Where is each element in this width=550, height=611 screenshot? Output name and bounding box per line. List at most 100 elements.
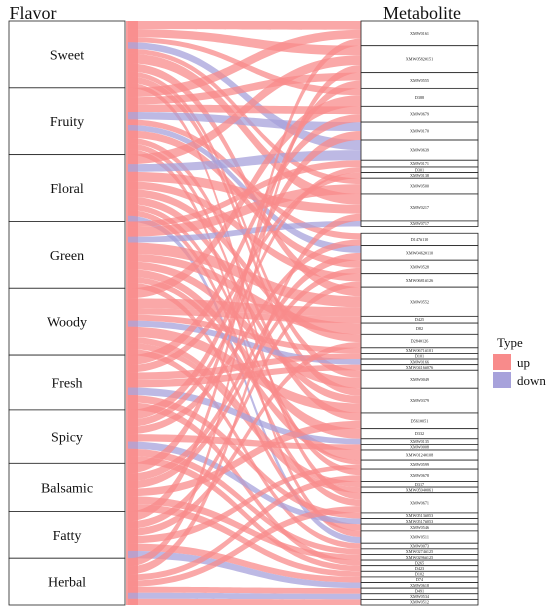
- flavor-label: Spicy: [51, 431, 83, 446]
- metabolite-label: D82: [416, 326, 423, 331]
- flow-link-up: [128, 196, 361, 404]
- flavor-label: Woody: [47, 316, 87, 331]
- flow-link-up: [128, 48, 361, 185]
- metabolite-label: XMW0379: [410, 398, 429, 403]
- flavor-label: Fresh: [51, 376, 82, 391]
- metabolite-node: [360, 20, 479, 47]
- metabolite-label: D147#110: [411, 237, 429, 242]
- flow-link-up: [128, 586, 361, 594]
- flavor-label: Herbal: [48, 576, 86, 591]
- flow-link-up: [128, 349, 361, 549]
- flow-link-up: [128, 119, 361, 240]
- flow-link-up: [128, 506, 361, 587]
- metabolite-label: XMW0171: [410, 161, 429, 166]
- metabolite-label: XMW0138: [410, 173, 429, 178]
- flavor-node: [8, 20, 126, 89]
- metabolite-label: D102: [415, 572, 424, 577]
- metabolite-node: [360, 286, 479, 317]
- flow-link-up: [128, 71, 361, 378]
- flow-link-up: [128, 189, 361, 343]
- metabolite-label: XMW0717: [410, 221, 429, 226]
- metabolite-label: XMW0416#076: [406, 365, 433, 370]
- legend-swatch-down: [493, 372, 511, 388]
- metabolite-node: [360, 45, 479, 74]
- right-column-title: Metabolite: [383, 3, 461, 23]
- metabolite-label: D317: [415, 482, 424, 487]
- metabolite-label: D491: [415, 588, 424, 593]
- metabolite-label: XMW0274#125: [406, 549, 433, 554]
- metabolite-label: XMW0618: [410, 583, 429, 588]
- left-column-title: Flavor: [10, 3, 57, 23]
- legend-label-up: up: [517, 355, 530, 370]
- metabolite-label: D101: [415, 354, 424, 359]
- metabolite-label: XMW0049: [410, 377, 429, 382]
- metabolite-label: XMW0511: [410, 535, 429, 540]
- metabolite-label: D301: [415, 167, 424, 172]
- metabolite-node: [360, 193, 479, 222]
- flow-link-up: [128, 64, 361, 567]
- metabolite-label: XMW0671#101: [406, 348, 433, 353]
- flow-links: [126, 21, 361, 605]
- metabolite-label: XMW0528: [410, 264, 429, 269]
- flow-link-up: [128, 464, 361, 544]
- metabolite-label: D74: [416, 577, 424, 582]
- flavor-label: Floral: [50, 182, 84, 197]
- flavor-label: Fruity: [50, 115, 84, 130]
- metabolite-label: XMW0555: [410, 78, 429, 83]
- flow-link-up: [128, 114, 361, 366]
- legend-label-down: down: [517, 373, 546, 388]
- metabolite-label: D332: [415, 431, 424, 436]
- metabolite-label: XMW0546: [410, 525, 429, 530]
- metabolite-label: XMW0552: [410, 299, 429, 304]
- flow-link-up: [128, 239, 361, 435]
- flavor-node: [8, 557, 126, 606]
- metabolite-label: XMW0582#151: [406, 57, 433, 62]
- flow-link-down: [128, 42, 361, 151]
- flow-link-up: [128, 21, 361, 30]
- flavor-label: Sweet: [50, 48, 84, 63]
- flow-link-up: [128, 503, 361, 577]
- flow-link-up: [128, 210, 361, 507]
- metabolite-node: [360, 598, 479, 606]
- flow-link-down: [128, 592, 361, 600]
- flow-link-up: [128, 38, 361, 522]
- flow-link-up: [128, 475, 361, 581]
- flow-link-down: [128, 387, 361, 445]
- metabolite-label: XMW0599: [410, 462, 429, 467]
- flow-link-up: [128, 29, 361, 56]
- flow-link-up: [128, 213, 361, 575]
- flow-link-down: [128, 441, 361, 525]
- metabolite-label: XMW0008: [410, 445, 429, 450]
- flow-link-up: [128, 420, 361, 497]
- metabolite-label: D423: [415, 566, 424, 571]
- metabolite-label: XMW0170: [410, 129, 429, 134]
- metabolite-label: XMW0296#125: [406, 555, 433, 560]
- metabolite-label: D284#126: [411, 339, 429, 344]
- metabolite-label: XMW0513#053: [406, 513, 433, 518]
- flow-link-down: [128, 220, 361, 243]
- flavor-node: [8, 287, 126, 356]
- flavor-node: [8, 221, 126, 289]
- flavor-node: [8, 511, 126, 559]
- flow-link-up: [128, 55, 361, 165]
- metabolite-label: XMW0500: [410, 184, 429, 189]
- metabolite-label: XMW0679: [410, 112, 429, 117]
- flavor-node: [8, 409, 126, 464]
- flow-link-up: [128, 598, 361, 605]
- flavor-node: [8, 462, 126, 512]
- metabolite-node: [360, 220, 479, 227]
- legend-title: Type: [497, 335, 523, 350]
- metabolite-label: XMW0217: [410, 205, 429, 210]
- flow-link-up: [128, 269, 361, 439]
- flow-link-up: [128, 261, 361, 389]
- flow-link-down: [128, 320, 361, 365]
- legend-swatch-up: [493, 354, 511, 370]
- metabolite-nodes: XMW0161 XMW0582#151 XMW0555 D388 XMW0679 XMW0…: [360, 20, 479, 606]
- flow-link-down: [128, 550, 361, 589]
- flow-link-up: [128, 543, 361, 583]
- metabolite-label: XMW0073: [410, 544, 429, 549]
- metabolite-label: XMW0462#110: [406, 250, 433, 255]
- flow-link-up: [128, 342, 361, 537]
- flow-link-down: [128, 150, 361, 172]
- flavor-label: Balsamic: [41, 481, 93, 496]
